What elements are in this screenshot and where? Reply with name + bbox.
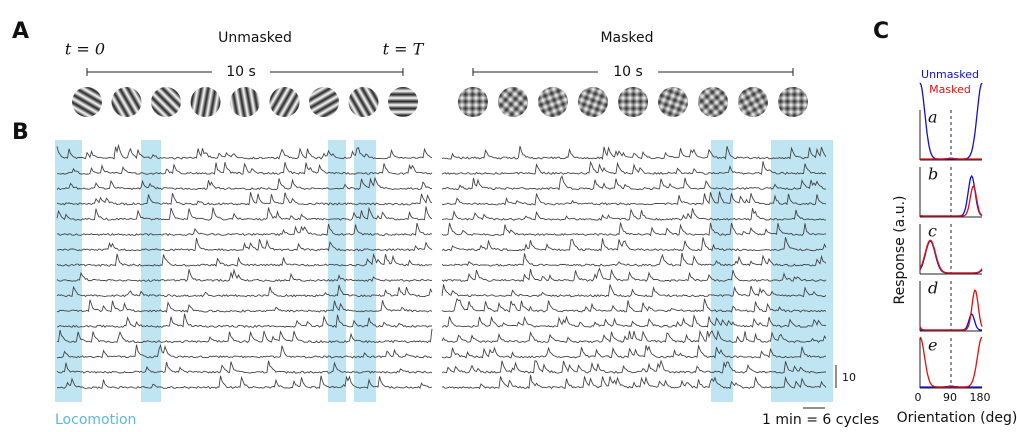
grating (270, 87, 300, 117)
trace (442, 284, 826, 296)
x-tick-label: 180 (970, 391, 991, 404)
grating (618, 87, 648, 117)
trace (442, 192, 826, 205)
grating (538, 87, 568, 117)
trace (442, 237, 826, 251)
scale-label: 1 min = 6 cycles (762, 412, 879, 428)
y-axis-label: Response (a.u.) (892, 196, 908, 305)
grating (72, 87, 102, 117)
time-start: t = 0 (65, 40, 105, 59)
trace (442, 268, 826, 281)
grating (151, 87, 181, 117)
trace (442, 176, 826, 189)
stimuli (72, 87, 808, 117)
tuning-curve (920, 314, 982, 330)
tuning-curves: a b c d e (920, 83, 982, 388)
panel-label: C (873, 19, 889, 44)
grating (778, 87, 808, 117)
panel-label: A (12, 19, 29, 44)
grating (458, 87, 488, 117)
trace (442, 146, 826, 159)
x-axis-label: Orientation (deg) (897, 410, 1017, 426)
cell-label: c (928, 222, 937, 241)
duration: 10 s (613, 64, 643, 80)
grating (112, 87, 142, 117)
time-end: t = T (383, 40, 425, 59)
title: Masked (600, 30, 653, 46)
duration: 10 s (226, 64, 256, 80)
grating (349, 87, 379, 117)
x-tick-label: 0 (915, 391, 922, 404)
legend-entry: Unmasked (921, 68, 979, 81)
figure: A Unmasked t = 0 t = T 10 s Masked 10 s … (0, 0, 1017, 432)
grating (388, 87, 418, 117)
x-tick-label: 90 (943, 391, 957, 404)
grating (230, 87, 260, 117)
trace (442, 208, 826, 220)
cell-label: d (928, 279, 938, 298)
legend-locomotion: Locomotion (55, 412, 136, 428)
grating (658, 87, 688, 117)
trace (442, 161, 826, 174)
trace (442, 361, 826, 374)
cell-label: b (928, 165, 938, 184)
grating (309, 87, 339, 117)
locomotion-shading (55, 140, 833, 402)
traces (57, 146, 826, 389)
panel-label: B (12, 120, 29, 145)
trace (442, 375, 826, 389)
grating (578, 87, 608, 117)
cell-label: e (928, 336, 937, 355)
cell-label: a (928, 108, 938, 127)
trace (442, 223, 826, 236)
trace (442, 316, 826, 328)
grating (498, 87, 528, 117)
grating (698, 87, 728, 117)
trace (442, 345, 826, 358)
trace (442, 253, 826, 266)
grating (191, 87, 221, 117)
title: Unmasked (218, 30, 292, 46)
grating (738, 87, 768, 117)
trace (442, 299, 826, 312)
trace (442, 331, 826, 343)
scale-label: 10 (842, 371, 856, 384)
legend-entry: Masked (929, 83, 971, 96)
